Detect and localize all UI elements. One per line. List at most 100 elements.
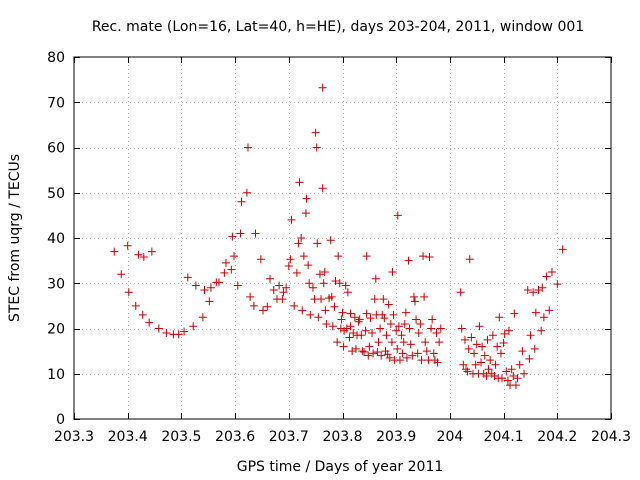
data-point bbox=[491, 360, 500, 369]
data-point bbox=[503, 376, 512, 385]
data-point bbox=[319, 279, 328, 288]
y-tick-label: 70 bbox=[47, 95, 65, 111]
data-point bbox=[457, 324, 466, 333]
data-point bbox=[205, 297, 214, 306]
data-point bbox=[295, 178, 304, 187]
data-point bbox=[408, 351, 417, 360]
data-point bbox=[287, 215, 296, 224]
data-point bbox=[263, 302, 272, 311]
data-point bbox=[183, 273, 192, 282]
data-point bbox=[510, 309, 519, 318]
data-point bbox=[298, 306, 307, 315]
data-point bbox=[428, 315, 437, 324]
x-tick-label: 203.5 bbox=[161, 429, 201, 445]
data-point bbox=[413, 349, 422, 358]
data-point bbox=[134, 250, 143, 259]
data-point bbox=[545, 306, 554, 315]
data-point bbox=[227, 265, 236, 274]
data-point bbox=[369, 349, 378, 358]
data-point bbox=[200, 286, 209, 295]
data-point bbox=[365, 342, 374, 351]
data-point bbox=[386, 319, 395, 328]
data-point bbox=[499, 338, 508, 347]
data-point bbox=[429, 349, 438, 358]
data-point bbox=[427, 324, 436, 333]
data-point bbox=[394, 322, 403, 331]
data-point bbox=[523, 286, 532, 295]
data-point bbox=[337, 315, 346, 324]
data-point bbox=[435, 338, 444, 347]
data-point bbox=[383, 350, 392, 359]
data-point bbox=[507, 365, 516, 374]
data-point bbox=[110, 247, 119, 256]
data-point bbox=[483, 335, 492, 344]
data-point bbox=[460, 335, 469, 344]
data-point bbox=[422, 347, 431, 356]
data-point bbox=[520, 369, 529, 378]
data-point bbox=[154, 324, 163, 333]
data-point bbox=[162, 329, 171, 338]
data-point bbox=[420, 292, 429, 301]
data-point bbox=[350, 313, 359, 322]
data-point bbox=[123, 241, 132, 250]
data-point bbox=[534, 286, 543, 295]
data-point bbox=[308, 283, 317, 292]
data-point bbox=[314, 313, 323, 322]
data-point bbox=[284, 262, 293, 271]
y-tick-label: 40 bbox=[47, 231, 65, 247]
data-point bbox=[467, 333, 476, 342]
data-point bbox=[131, 301, 140, 310]
data-point bbox=[358, 347, 367, 356]
data-point bbox=[389, 310, 398, 319]
data-point bbox=[326, 236, 335, 245]
data-point bbox=[206, 283, 215, 292]
data-point bbox=[279, 288, 288, 297]
data-point bbox=[409, 292, 418, 301]
data-point bbox=[511, 381, 520, 390]
data-point bbox=[361, 326, 370, 335]
data-point bbox=[471, 360, 480, 369]
y-tick-label: 50 bbox=[47, 186, 65, 202]
data-point bbox=[346, 309, 355, 318]
data-point bbox=[297, 234, 306, 242]
y-tick-label: 80 bbox=[47, 50, 65, 66]
x-tick-label: 203.9 bbox=[376, 429, 416, 445]
data-point bbox=[397, 331, 406, 340]
y-tick-label: 20 bbox=[47, 322, 65, 338]
data-point bbox=[406, 340, 415, 349]
x-tick-label: 204.2 bbox=[537, 429, 577, 445]
data-point bbox=[515, 360, 524, 369]
data-point bbox=[502, 367, 511, 376]
data-point bbox=[302, 194, 311, 203]
data-point bbox=[256, 255, 265, 264]
y-tick-labels: 0 10 20 30 40 50 60 70 80 bbox=[47, 50, 65, 428]
data-point bbox=[463, 367, 472, 376]
data-point bbox=[482, 372, 491, 381]
data-point bbox=[230, 252, 239, 261]
data-point bbox=[477, 358, 486, 367]
data-point bbox=[357, 331, 366, 340]
data-point bbox=[266, 274, 275, 283]
data-point bbox=[395, 356, 404, 365]
data-point bbox=[558, 245, 567, 254]
data-point bbox=[410, 297, 419, 306]
data-point bbox=[278, 295, 287, 304]
data-point bbox=[538, 283, 547, 292]
data-point bbox=[339, 342, 348, 351]
data-point bbox=[351, 344, 360, 353]
data-point bbox=[376, 324, 385, 333]
data-point bbox=[414, 329, 423, 338]
data-point bbox=[327, 292, 336, 301]
data-point bbox=[539, 313, 548, 322]
data-point bbox=[393, 344, 402, 353]
data-point bbox=[328, 322, 337, 331]
data-point bbox=[405, 324, 414, 333]
data-point bbox=[378, 310, 387, 319]
data-point bbox=[249, 301, 258, 310]
x-tick-label: 204.1 bbox=[484, 429, 524, 445]
data-point bbox=[301, 209, 310, 218]
data-point bbox=[464, 344, 473, 353]
data-point bbox=[246, 292, 255, 301]
x-tick-label: 203.6 bbox=[215, 429, 255, 445]
